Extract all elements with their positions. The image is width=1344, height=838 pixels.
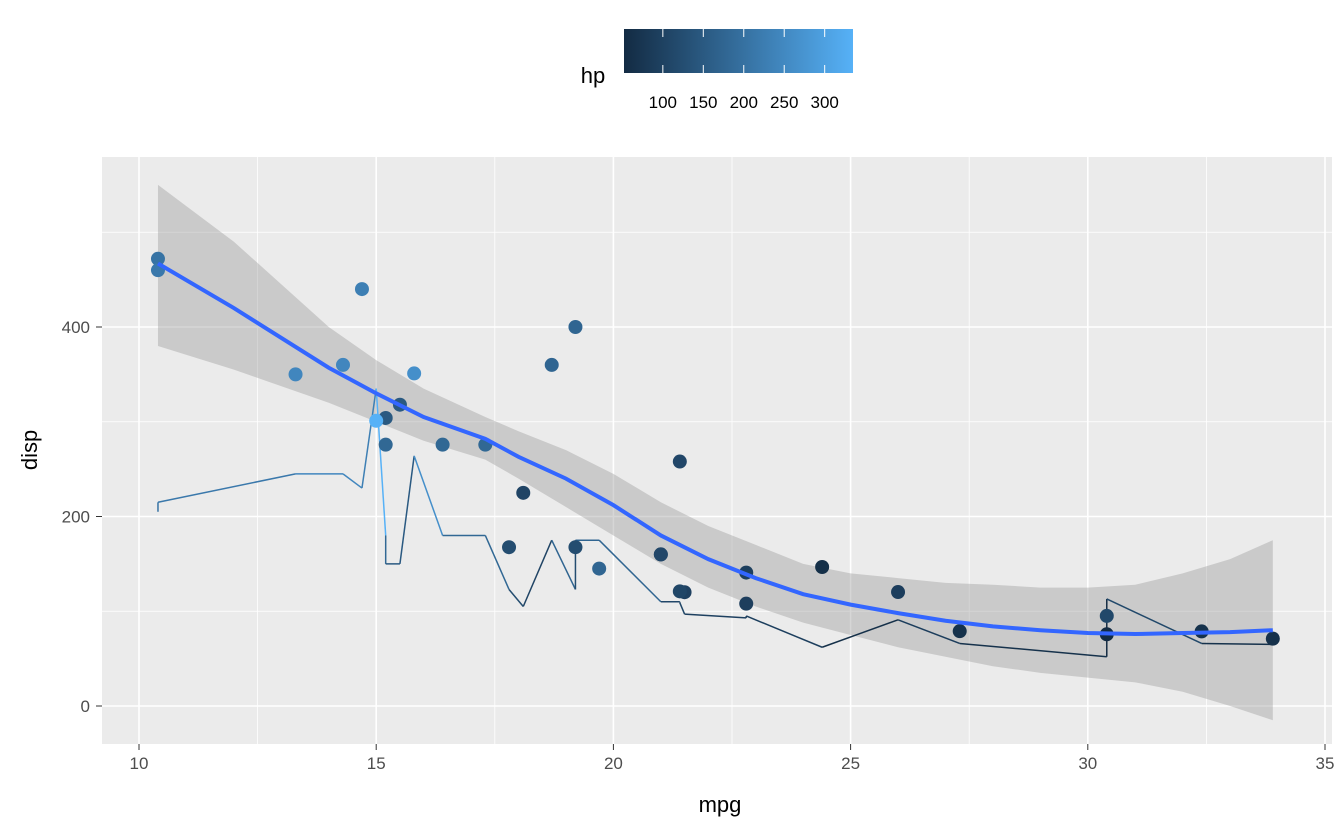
data-point — [1265, 631, 1280, 646]
data-point — [568, 540, 583, 555]
y-axis-label: disp — [17, 430, 42, 470]
legend-tick-label: 100 — [649, 93, 677, 112]
hp-line-segment — [1106, 598, 1202, 645]
hp-line-segment — [551, 539, 577, 590]
data-point — [1099, 608, 1114, 623]
hp-line-segment — [821, 619, 899, 648]
legend-title: hp — [581, 63, 605, 88]
data-point — [378, 437, 393, 452]
data-point — [952, 624, 967, 639]
data-point — [435, 437, 450, 452]
y-tick-label: 200 — [62, 508, 90, 527]
x-tick-label: 35 — [1316, 754, 1335, 773]
data-point — [815, 560, 830, 575]
hp-line-segment — [522, 539, 553, 607]
x-axis-label: mpg — [699, 792, 742, 817]
data-point — [369, 413, 384, 428]
x-tick-label: 25 — [841, 754, 860, 773]
data-point — [407, 366, 422, 381]
hp-line-segment — [342, 473, 363, 489]
hp-line-segment — [157, 473, 296, 504]
hp-line-segment — [598, 539, 662, 603]
hp-line-segment — [684, 613, 747, 619]
data-point — [288, 367, 303, 382]
hp-line-segment — [361, 388, 377, 489]
data-point — [592, 561, 607, 576]
legend-tick-label: 250 — [770, 93, 798, 112]
hp-line-segment — [1201, 642, 1273, 646]
x-tick-label: 15 — [367, 754, 386, 773]
data-point — [891, 585, 906, 600]
data-point — [335, 357, 350, 372]
hp-line-segment — [413, 455, 444, 536]
x-tick-label: 10 — [130, 754, 149, 773]
hp-line-segment — [897, 619, 960, 645]
y-tick-label: 0 — [81, 697, 90, 716]
panel-background — [102, 157, 1332, 744]
data-point — [502, 540, 517, 555]
x-tick-label: 30 — [1078, 754, 1097, 773]
smooth-line — [156, 261, 1273, 636]
hp-line-segment — [679, 602, 686, 615]
x-tick-label: 20 — [604, 754, 623, 773]
confidence-ribbon — [157, 184, 1273, 721]
hp-line-segment — [399, 455, 415, 564]
data-point — [354, 282, 369, 297]
legend-colorbar — [624, 29, 853, 73]
y-tick-label: 400 — [62, 318, 90, 337]
hp-line-segment — [508, 588, 524, 607]
legend-tick-label: 150 — [689, 93, 717, 112]
data-point — [150, 251, 165, 266]
data-point — [653, 547, 668, 562]
legend-tick-label: 200 — [730, 93, 758, 112]
data-point — [544, 357, 559, 372]
hp-line-segment — [959, 642, 1107, 658]
data-point — [568, 320, 583, 334]
hp-line-segment — [745, 615, 823, 648]
hp-line-segment — [484, 535, 510, 590]
data-point — [672, 454, 687, 469]
data-point — [672, 584, 687, 599]
data-point — [516, 485, 531, 500]
hp-line-segment — [375, 388, 387, 536]
data-point — [739, 596, 754, 611]
legend-tick-label: 300 — [810, 93, 838, 112]
